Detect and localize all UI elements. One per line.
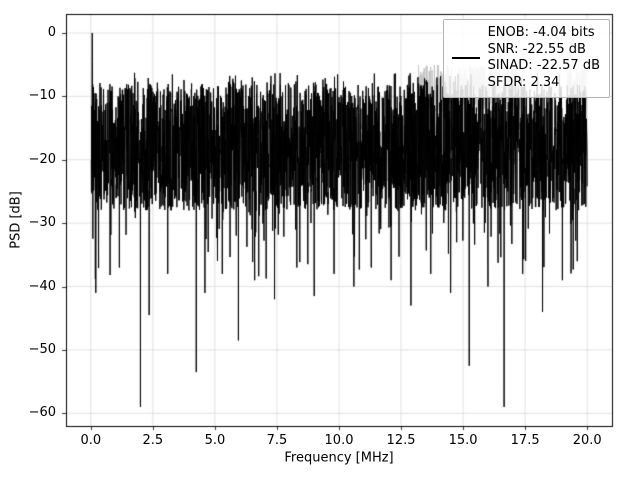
x-tick-label: 12.5 [386, 433, 416, 448]
x-tick-label: 2.5 [142, 433, 164, 448]
legend-enob: ENOB: -4.04 bits [487, 25, 595, 40]
y-tick-label: −30 [28, 215, 56, 231]
legend-sinad: SINAD: -22.57 dB [487, 58, 600, 74]
x-tick-label: 5.0 [204, 433, 226, 448]
y-tick-label: −10 [28, 88, 56, 104]
y-tick-label: −50 [28, 341, 56, 357]
legend-snr: SNR: -22.55 dB [487, 41, 586, 57]
x-tick-label: 20.0 [572, 433, 602, 448]
x-tick-label: 7.5 [266, 433, 288, 448]
legend-sfdr: SFDR: 2.34 [487, 74, 560, 90]
x-tick-label: 15.0 [448, 433, 478, 448]
y-tick-label: −20 [28, 151, 56, 167]
x-tick-label: 10.0 [324, 433, 354, 448]
legend-line-swatch [451, 57, 480, 60]
legend: ENOB: -4.04 bits SNR: -22.55 dB SINAD: -… [442, 19, 610, 98]
y-tick-label: −40 [28, 278, 56, 294]
y-tick-label: 0 [47, 25, 56, 40]
y-tick-label: −60 [28, 405, 56, 421]
x-tick-label: 17.5 [510, 433, 540, 448]
x-axis-label: Frequency [MHz] [284, 450, 394, 466]
x-tick-label: 0.0 [80, 433, 102, 448]
legend-text: ENOB: -4.04 bits SNR: -22.55 dB SINAD: -… [488, 25, 600, 92]
